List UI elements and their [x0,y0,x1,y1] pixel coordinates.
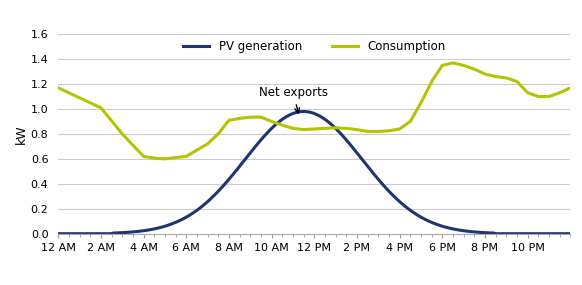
Consumption [464,65,471,68]
PV generation [567,232,574,235]
PV generation [55,232,62,235]
PV generation [300,110,307,113]
Consumption [407,120,414,123]
Consumption [281,124,288,127]
Consumption [455,62,462,66]
Line: PV generation: PV generation [58,111,570,234]
PV generation [464,229,471,233]
Consumption [449,61,456,65]
PV generation [262,133,269,137]
PV generation [407,209,414,212]
Text: Net exports: Net exports [259,86,328,113]
Y-axis label: kW: kW [15,124,28,144]
Consumption [161,157,168,160]
Consumption [107,118,114,121]
PV generation [281,117,288,120]
Consumption [262,117,269,121]
PV generation [455,228,462,232]
PV generation [107,232,114,235]
Consumption [55,86,62,89]
Line: Consumption: Consumption [58,63,570,159]
Legend: PV generation, Consumption: PV generation, Consumption [179,35,450,58]
Consumption [567,86,574,89]
